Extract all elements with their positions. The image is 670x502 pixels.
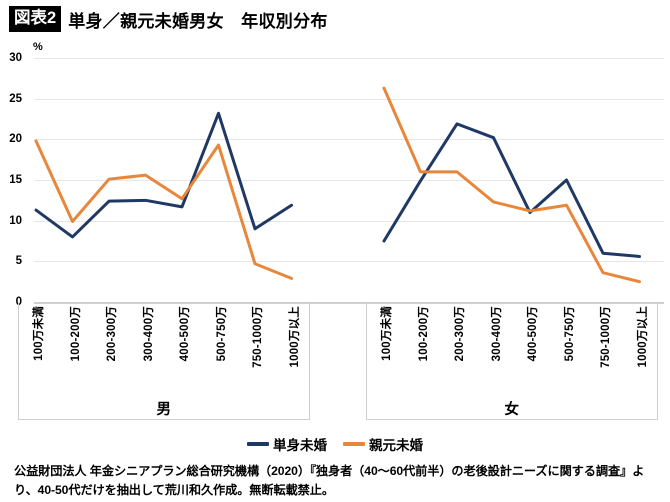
gridline [34,58,664,59]
legend-color-swatch [343,442,365,446]
gridline [34,139,664,141]
gridline [34,220,664,222]
x-axis-tick-label: 750-1000万 [600,306,612,368]
y-axis-tick-label: 20 [9,133,22,146]
series-line-parent [34,139,293,280]
x-axis-tick-label: 100-200万 [417,306,430,362]
x-axis-tick-label: 400-500万 [179,306,191,362]
group-box-男 [18,302,310,420]
y-axis-tick-label: 10 [9,214,22,227]
gridline [34,98,664,100]
legend-item[interactable]: 親元未婚 [343,434,423,454]
x-axis-tick-label: 100万未満 [381,306,393,361]
gridline [34,302,664,304]
x-axis-tick-label: 400-500万 [527,306,539,362]
figure-number-badge: 図表2 [9,6,62,32]
x-axis-tick-label: 750-1000万 [252,306,264,368]
x-axis-tick-label: 300-400万 [142,306,155,362]
x-axis-tick-label: 200-300万 [106,306,118,362]
series-line-parent [382,86,641,284]
gridline [34,180,664,181]
chart-container: % 0 5 10 15 20 25 30 100万未満 100-200万 200-300万 300… [0,38,670,438]
x-axis-tick-label: 500-750万 [215,306,228,362]
legend-color-swatch [247,442,269,446]
legend-item[interactable]: 単身未婚 [247,434,327,454]
group-box-女 [366,302,658,420]
group-axis-label-男: 男 [156,402,172,418]
legend-label: 親元未婚 [369,438,423,453]
figure-title-text: 単身／親元未婚男女 年収別分布 [68,11,328,31]
page-title: 図表2 単身／親元未婚男女 年収別分布 [9,6,328,32]
legend-label: 単身未婚 [273,438,327,453]
series-line-single [382,122,641,258]
plot-gridlines [34,58,664,304]
gridline [34,261,664,263]
y-axis-tick-label: 15 [9,174,22,186]
series-line-single [34,111,293,239]
x-axis-labels: 100万未満 100-200万 200-300万 300-400万 400-500万 50… [33,304,664,418]
y-axis-ticks: 0 5 10 15 20 25 30 [9,52,664,308]
x-axis-tick-label: 500-750万 [563,306,576,362]
group-axis-label-女: 女 [504,402,520,418]
y-axis-unit-label: % [33,41,43,53]
x-axis-tick-label: 100-200万 [69,306,82,362]
x-axis-tick-label: 100万未満 [33,306,45,361]
chart-legend: 単身未婚 親元未婚 [0,434,670,454]
y-axis-tick-label: 25 [9,92,22,105]
x-axis-tick-label: 200-300万 [454,306,466,362]
source-footnote: 公益財団法人 年金シニアプラン総合研究機構（2020）『独身者（40〜60代前半… [14,464,645,497]
x-axis-tick-label: 1000万以上 [636,306,649,368]
y-axis-tick-label: 30 [9,52,22,64]
y-axis-tick-label: 5 [15,255,22,268]
x-axis-tick-label: 1000万以上 [288,306,301,368]
x-axis-tick-label: 300-400万 [490,306,503,362]
series-lines [34,86,641,284]
